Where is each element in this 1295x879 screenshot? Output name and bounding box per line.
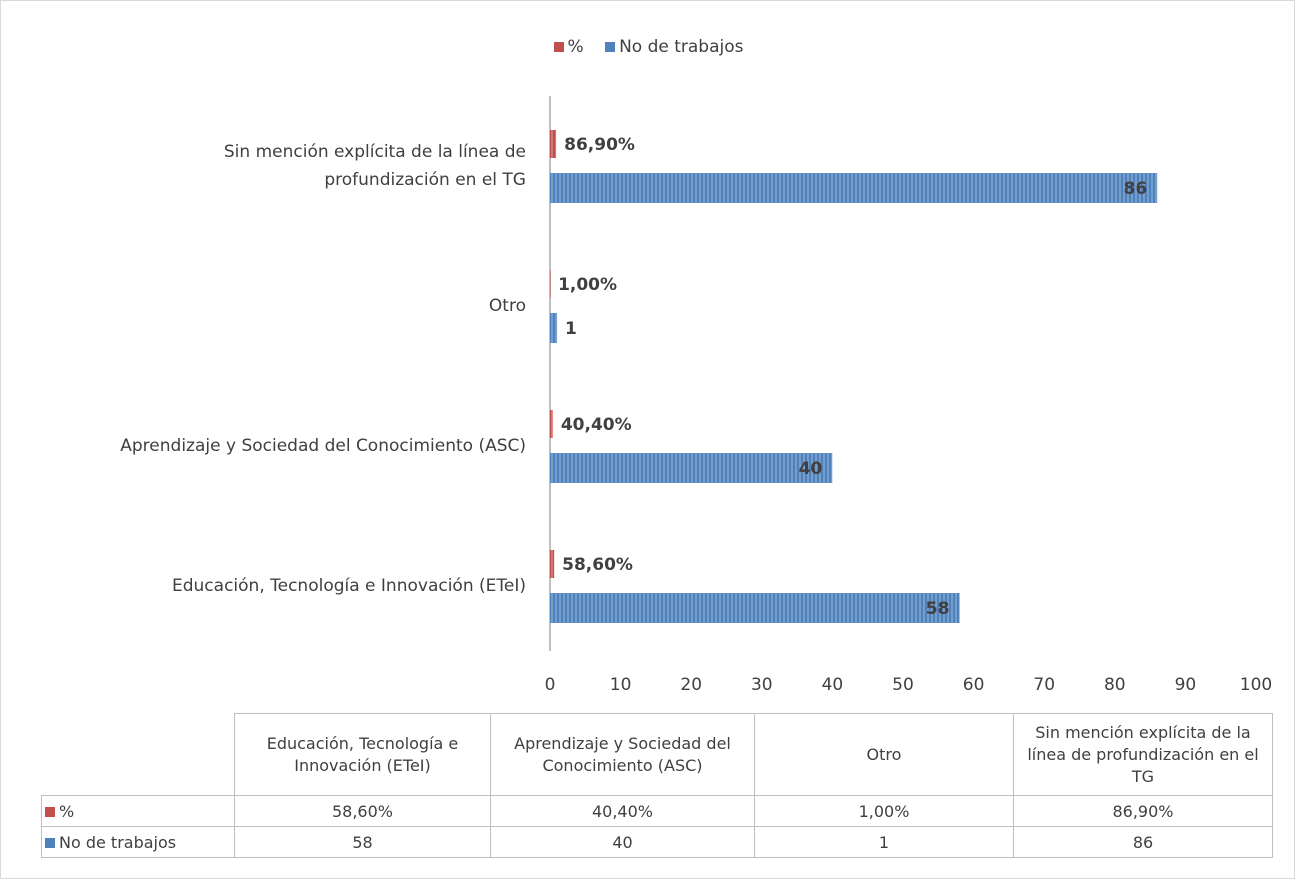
table-series-name: No de trabajos (59, 832, 177, 852)
legend-swatch (553, 42, 564, 52)
table-key: % (41, 795, 235, 827)
legend-label: % (567, 37, 584, 57)
x-tick-label: 90 (1175, 675, 1197, 695)
bar (550, 410, 553, 438)
category-label: Aprendizaje y Sociedad del Conocimiento … (120, 436, 526, 456)
table-cell: 1 (754, 826, 1014, 858)
data-table: Educación, Tecnología e Innovación (ETeI… (41, 713, 1273, 858)
legend-item: % (553, 37, 584, 57)
table-corner (41, 713, 235, 796)
category-label: Otro (488, 296, 526, 316)
data-label: 40,40% (561, 415, 632, 435)
bar (550, 593, 960, 623)
x-tick-label: 70 (1033, 675, 1055, 695)
table-body: % 58,60% 40,40% 1,00% 86,90% No de trabajos 58… (41, 795, 1273, 858)
table-row: No de trabajos 58 40 1 86 (41, 826, 1273, 858)
legend-swatch (45, 806, 55, 817)
bar (550, 173, 1158, 203)
legend: % No de trabajos (1, 37, 1294, 57)
x-tick-label: 30 (751, 675, 773, 695)
x-tick-label: 100 (1240, 675, 1272, 695)
data-label: 40 (799, 459, 823, 479)
table-cell: 40,40% (490, 795, 755, 827)
bar (550, 313, 558, 343)
legend-item: No de trabajos (605, 37, 744, 57)
x-tick-label: 60 (963, 675, 985, 695)
x-tick-label: 10 (610, 675, 632, 695)
legend-label: No de trabajos (619, 37, 744, 57)
table-cell: 40 (490, 826, 755, 858)
x-tick-label: 80 (1104, 675, 1126, 695)
category-label: Educación, Tecnología e Innovación (ETeI… (172, 576, 526, 596)
legend-swatch (605, 42, 616, 52)
data-label: 58 (926, 599, 950, 619)
table-row: % 58,60% 40,40% 1,00% 86,90% (41, 795, 1273, 827)
table-cell: 58 (234, 826, 491, 858)
table-cell: 86 (1013, 826, 1273, 858)
table-header-cell: Aprendizaje y Sociedad del Conocimiento … (490, 713, 755, 796)
data-label: 58,60% (562, 555, 633, 575)
data-label: 86,90% (564, 135, 635, 155)
table-header-cell: Educación, Tecnología e Innovación (ETeI… (234, 713, 491, 796)
table-cell: 86,90% (1013, 795, 1273, 827)
x-tick-label: 20 (680, 675, 702, 695)
data-label: 1 (565, 319, 577, 339)
data-label: 1,00% (558, 275, 617, 295)
table-series-name: % (59, 801, 75, 821)
bar (550, 453, 833, 483)
table-key: No de trabajos (41, 826, 235, 858)
bar (550, 270, 551, 298)
plot: 0 10 20 30 40 50 60 70 80 90 100 58,60% 58 40,40% 40 1,… (545, 96, 1272, 695)
table-cell: 58,60% (234, 795, 491, 827)
x-tick-label: 50 (892, 675, 914, 695)
bar (550, 550, 555, 578)
legend-swatch (45, 837, 55, 848)
table-header-cell: Otro (754, 713, 1014, 796)
x-tick-label: 40 (822, 675, 844, 695)
bar (550, 130, 557, 158)
table-cell: 1,00% (754, 795, 1014, 827)
table-header-cell: Sin mención explícita de la línea de pro… (1013, 713, 1273, 796)
x-tick-label: 0 (545, 675, 556, 695)
data-label: 86 (1123, 179, 1147, 199)
category-label: Sin mención explícita de la línea de pro… (223, 142, 526, 190)
table-header: Educación, Tecnología e Innovación (ETeI… (41, 713, 1273, 796)
